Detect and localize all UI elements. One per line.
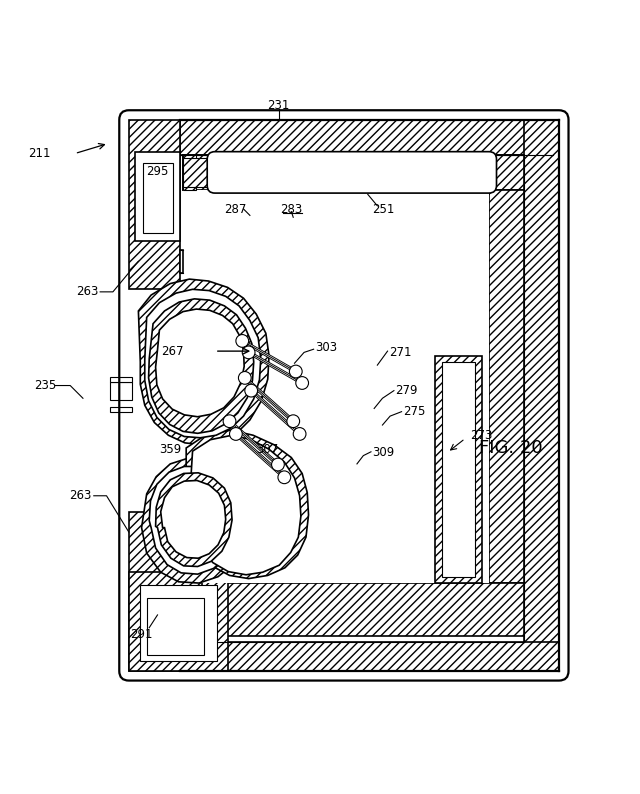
Bar <box>109 407 132 411</box>
Polygon shape <box>149 466 239 574</box>
Circle shape <box>243 346 255 359</box>
Polygon shape <box>138 279 269 445</box>
Text: 263: 263 <box>70 489 92 503</box>
Polygon shape <box>183 155 196 190</box>
Text: 309: 309 <box>372 446 394 459</box>
Bar <box>147 598 204 655</box>
FancyBboxPatch shape <box>207 152 497 193</box>
Text: 307: 307 <box>257 443 279 456</box>
Text: 275: 275 <box>403 405 425 418</box>
Polygon shape <box>148 299 253 434</box>
Text: 283: 283 <box>280 202 303 215</box>
Polygon shape <box>145 289 260 437</box>
Polygon shape <box>170 529 180 553</box>
Circle shape <box>287 414 300 428</box>
Circle shape <box>289 365 302 378</box>
Circle shape <box>236 334 248 347</box>
Polygon shape <box>180 250 183 273</box>
Text: 295: 295 <box>147 165 169 178</box>
Text: 271: 271 <box>389 346 412 359</box>
Polygon shape <box>442 362 475 577</box>
Polygon shape <box>141 458 248 583</box>
Polygon shape <box>189 435 301 575</box>
Polygon shape <box>183 155 524 190</box>
Polygon shape <box>524 120 559 665</box>
Text: 235: 235 <box>35 379 57 392</box>
Polygon shape <box>183 158 214 187</box>
Polygon shape <box>180 120 552 155</box>
Circle shape <box>230 428 243 441</box>
Bar <box>135 152 180 241</box>
Circle shape <box>271 458 284 471</box>
Bar <box>109 377 132 383</box>
Circle shape <box>239 372 251 384</box>
Polygon shape <box>161 480 226 558</box>
Text: 279: 279 <box>395 384 418 397</box>
Circle shape <box>223 414 236 428</box>
Polygon shape <box>489 190 524 584</box>
Polygon shape <box>186 430 308 579</box>
Circle shape <box>245 384 257 397</box>
Polygon shape <box>435 356 483 584</box>
Text: 251: 251 <box>372 202 395 215</box>
Bar <box>140 585 217 661</box>
Text: 267: 267 <box>161 345 184 357</box>
Text: 359: 359 <box>159 443 181 456</box>
Text: 273: 273 <box>470 429 492 441</box>
Polygon shape <box>180 642 559 671</box>
Polygon shape <box>129 120 180 289</box>
Bar <box>129 572 228 671</box>
Text: 263: 263 <box>76 285 99 299</box>
Circle shape <box>293 428 306 441</box>
Polygon shape <box>183 190 489 584</box>
Text: FIG. 20: FIG. 20 <box>479 439 543 457</box>
Polygon shape <box>156 473 232 566</box>
Bar <box>109 383 132 400</box>
Text: 287: 287 <box>224 202 246 215</box>
Circle shape <box>296 376 308 389</box>
Polygon shape <box>156 309 244 417</box>
Text: 211: 211 <box>28 147 51 160</box>
Polygon shape <box>129 511 180 671</box>
Circle shape <box>278 471 291 484</box>
Text: 303: 303 <box>315 341 337 354</box>
Text: 291: 291 <box>131 627 153 641</box>
Polygon shape <box>202 584 524 636</box>
Bar <box>143 163 173 233</box>
Text: 231: 231 <box>268 99 290 112</box>
